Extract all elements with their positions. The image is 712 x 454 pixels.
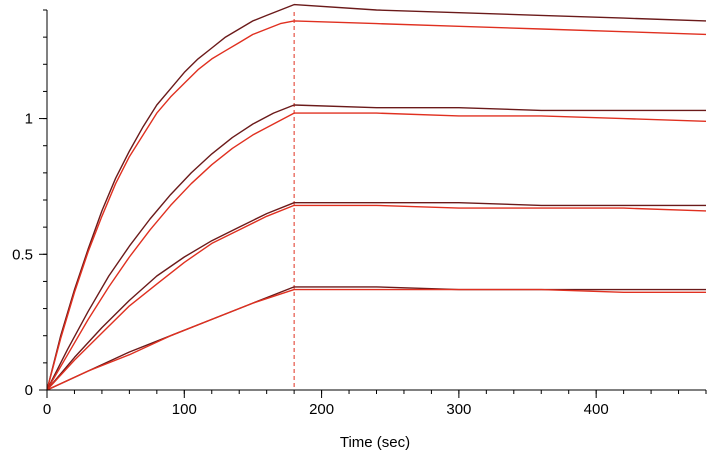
- y-tick-label: 0.5: [12, 246, 33, 263]
- series-line-fit-2: [46, 112, 707, 391]
- x-tick-label: 400: [584, 401, 609, 418]
- x-axis-title: Time (sec): [340, 434, 410, 451]
- series-line-fit-3: [46, 204, 707, 391]
- plot-area: [47, 10, 706, 390]
- x-tick-label: 200: [309, 401, 334, 418]
- series-line-measured-1: [46, 3, 707, 391]
- x-tick-label: 0: [43, 401, 51, 418]
- y-tick-label: 0: [25, 382, 33, 399]
- series-line-measured-2: [46, 104, 706, 391]
- series-line-fit-4: [46, 288, 706, 391]
- series-line-fit-1: [46, 20, 707, 391]
- x-tick-label: 300: [446, 401, 471, 418]
- y-tick-label: 1: [25, 111, 33, 128]
- series-line-measured-3: [46, 202, 706, 391]
- x-tick-label: 100: [172, 401, 197, 418]
